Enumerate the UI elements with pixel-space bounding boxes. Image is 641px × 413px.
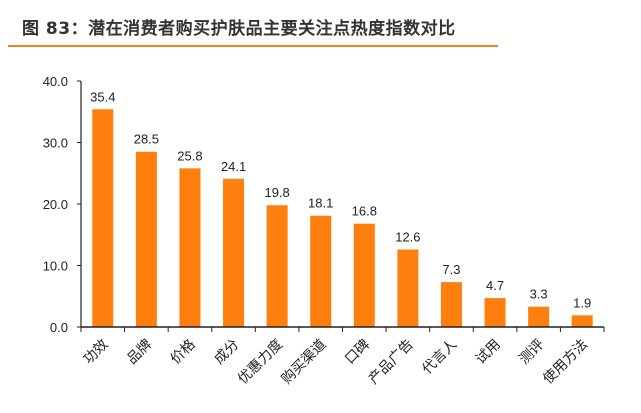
x-category-label: 产品广告 (366, 337, 417, 388)
bar (310, 215, 332, 327)
bar-value-label: 12.6 (395, 230, 420, 245)
bar (571, 315, 593, 327)
bar (92, 109, 114, 327)
x-category-label: 使用方法 (539, 336, 591, 388)
bar-value-label: 28.5 (134, 132, 159, 147)
bar (135, 151, 157, 327)
x-category-label: 功效 (81, 337, 112, 368)
y-tick-label: 30.0 (43, 136, 68, 151)
y-tick-label: 40.0 (43, 74, 68, 89)
bar-value-label: 4.7 (486, 278, 504, 293)
bar-value-label: 3.3 (530, 287, 548, 302)
x-category-label: 成分 (211, 337, 242, 368)
x-category-label: 试用 (473, 337, 504, 368)
x-category-label: 测评 (516, 337, 547, 368)
x-category-label: 代言人 (419, 337, 460, 378)
y-tick-label: 10.0 (43, 259, 68, 274)
bar (266, 205, 288, 327)
y-tick-label: 20.0 (43, 197, 68, 212)
bar-value-label: 19.8 (264, 185, 289, 200)
x-category-label: 购买渠道 (279, 337, 330, 388)
x-category-label: 口碑 (342, 337, 373, 368)
bar (397, 249, 419, 327)
y-tick-label: 0.0 (50, 320, 68, 335)
x-category-label: 价格 (168, 337, 199, 368)
bar-value-label: 35.4 (90, 89, 115, 104)
bar (484, 298, 506, 327)
bar (528, 306, 550, 327)
bar-value-label: 24.1 (221, 159, 246, 174)
title-divider (8, 45, 498, 47)
bar-value-label: 1.9 (573, 295, 591, 310)
chart-title: 图 83：潜在消费者购买护肤品主要关注点热度指数对比 (22, 19, 456, 39)
bar-value-label: 18.1 (308, 196, 333, 211)
bar-value-label: 25.8 (177, 148, 202, 163)
bar (440, 282, 462, 327)
bar-value-label: 16.8 (352, 204, 377, 219)
x-category-label: 品牌 (123, 336, 155, 368)
bar-value-label: 7.3 (442, 262, 460, 277)
bar (179, 168, 201, 327)
x-category-label: 优惠力度 (235, 337, 286, 388)
bar (353, 223, 375, 327)
bar (223, 178, 245, 327)
